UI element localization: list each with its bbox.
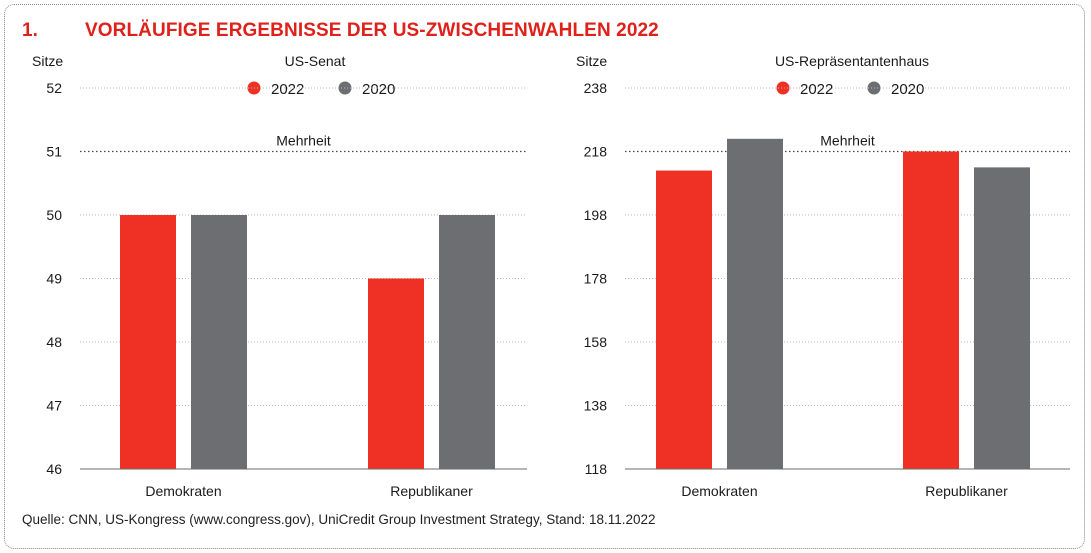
y-axis-label: Sitze xyxy=(32,53,63,69)
y-tick-label: 51 xyxy=(46,144,62,160)
bar-republikaner-2020 xyxy=(439,215,495,469)
legend-label-2022: 2022 xyxy=(271,81,304,98)
x-tick-label: Republikaner xyxy=(925,483,1008,499)
y-tick-label: 238 xyxy=(584,80,608,96)
legend-label-2020: 2020 xyxy=(362,81,395,98)
y-tick-label: 198 xyxy=(584,207,608,223)
bar-demokraten-2022 xyxy=(120,215,176,469)
majority-label: Mehrheit xyxy=(820,133,875,149)
bar-demokraten-2022 xyxy=(656,170,712,470)
bar-demokraten-2020 xyxy=(727,138,783,470)
x-tick-label: Republikaner xyxy=(390,483,473,499)
y-tick-label: 49 xyxy=(46,271,62,287)
source-note: Quelle: CNN, US-Kongress (www.congress.g… xyxy=(22,512,656,527)
bar-republikaner-2022 xyxy=(903,151,959,469)
y-tick-label: 118 xyxy=(585,461,608,477)
y-tick-label: 52 xyxy=(46,80,62,96)
bar-republikaner-2022 xyxy=(368,278,424,469)
y-tick-label: 158 xyxy=(584,334,608,350)
chart-title: US-Repräsentantenhaus xyxy=(775,53,929,69)
x-tick-label: Demokraten xyxy=(681,483,757,499)
y-tick-label: 47 xyxy=(46,398,62,414)
heading-number: 1. xyxy=(22,20,39,41)
x-tick-label: Demokraten xyxy=(145,483,221,499)
card-frame xyxy=(4,4,1085,549)
bar-republikaner-2020 xyxy=(974,167,1030,469)
y-tick-label: 48 xyxy=(46,334,62,350)
bar-demokraten-2020 xyxy=(191,215,247,469)
legend-label-2020: 2020 xyxy=(891,81,924,98)
heading-title: VORLÄUFIGE ERGEBNISSE DER US-ZWISCHENWAH… xyxy=(85,20,659,41)
chart-title: US-Senat xyxy=(285,53,346,69)
y-tick-label: 178 xyxy=(584,271,608,287)
y-tick-label: 46 xyxy=(46,461,62,477)
y-axis-label: Sitze xyxy=(576,53,607,69)
legend-swatch-2022 xyxy=(776,81,790,95)
y-tick-label: 138 xyxy=(584,398,608,414)
y-tick-label: 50 xyxy=(46,207,62,223)
majority-label: Mehrheit xyxy=(276,133,331,149)
y-tick-label: 218 xyxy=(584,144,608,160)
legend-label-2022: 2022 xyxy=(800,81,833,98)
